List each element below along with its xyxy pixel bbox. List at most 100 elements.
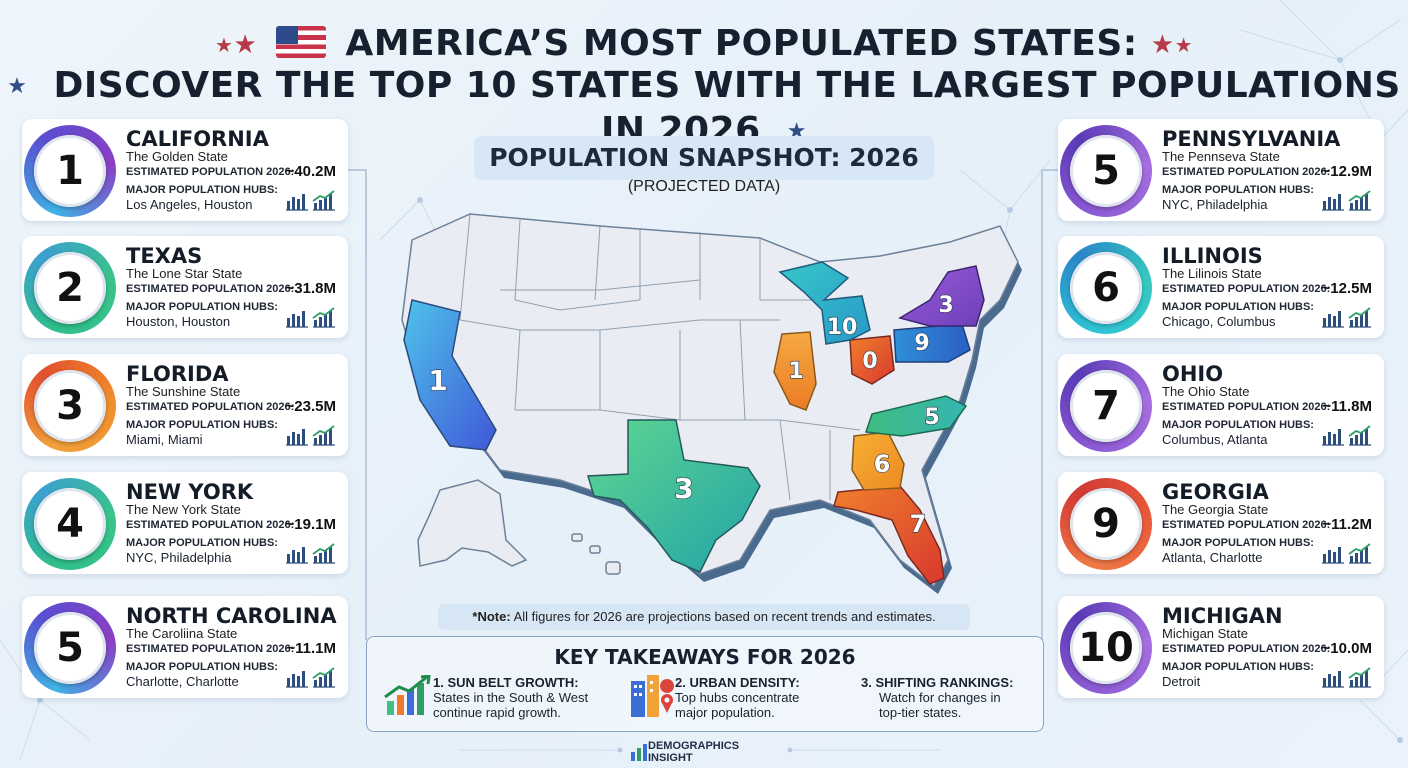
population-value: ~10.0M [1321, 640, 1372, 657]
rank-number: 4 [34, 488, 106, 560]
rank-medal: 4 [24, 478, 116, 570]
rank-number: 3 [34, 370, 106, 442]
map-label-california: 1 [428, 364, 447, 397]
star-icon: ★ [215, 33, 234, 57]
brand-name: DEMOGRAPHICS INSIGHT [648, 740, 739, 764]
state-card: 3 FLORIDA The Sunshine State ESTIMATED POPU… [22, 354, 348, 456]
takeaway-2: 2. URBAN DENSITY: Top hubs concentrate m… [675, 675, 800, 720]
hubs-value: Chicago, Columbus [1162, 314, 1276, 329]
population-value: ~12.5M [1321, 280, 1372, 297]
map-land [401, 213, 1019, 588]
rank-number: 7 [1070, 370, 1142, 442]
state-nickname: The Lilinois State [1162, 266, 1262, 281]
state-card: 1 CALIFORNIA The Golden State ESTIMATED POP… [22, 119, 348, 221]
takeaway-2-head: 2. URBAN DENSITY: [675, 675, 800, 690]
population-label: ESTIMATED POPULATION 2026: [1162, 519, 1331, 531]
rank-medal: 9 [1060, 478, 1152, 570]
state-card: 7 OHIO The Ohio State ESTIMATED POPULATION … [1058, 354, 1384, 456]
rank-medal: 6 [1060, 242, 1152, 334]
population-label: ESTIMATED POPULATION 2026: [1162, 401, 1331, 413]
title-text-2: DISCOVER THE TOP 10 STATES WITH THE LARG… [53, 65, 1401, 151]
hubs-value: NYC, Philadelphia [126, 550, 232, 565]
takeaway-2-body2: major population. [675, 705, 775, 720]
key-takeaways-title: KEY TAKEAWAYS FOR 2026 [554, 645, 856, 669]
rank-medal: 3 [24, 360, 116, 452]
state-name: TEXAS [126, 244, 203, 268]
state-name: FLORIDA [126, 362, 229, 386]
state-name: OHIO [1162, 362, 1224, 386]
state-card: 9 GEORGIA The Georgia State ESTIMATED POPUL… [1058, 472, 1384, 574]
population-value: ~11.1M [286, 640, 336, 657]
state-name: MICHIGAN [1162, 604, 1283, 628]
hubs-label: MAJOR POPULATION HUBS: [126, 301, 278, 313]
state-card: 4 NEW YORK The New York State ESTIMATED POP… [22, 472, 348, 574]
population-value: ~19.1M [285, 516, 336, 533]
state-name: ILLINOIS [1162, 244, 1263, 268]
hubs-value: Atlanta, Charlotte [1162, 550, 1263, 565]
population-label: ESTIMATED POPULATION 2026: [126, 519, 295, 531]
rank-medal: 2 [24, 242, 116, 334]
population-label: ESTIMATED POPULATION 2026: [126, 166, 295, 178]
map-label-ohio: 0 [862, 349, 877, 374]
brand-line2: INSIGHT [648, 752, 693, 764]
city-pin-icon [631, 675, 675, 717]
state-card: 2 TEXAS The Lone Star State ESTIMATED POPUL… [22, 236, 348, 338]
state-hawaii [571, 533, 621, 575]
map-label-illinois: 1 [788, 359, 803, 384]
state-nickname: The New York State [126, 502, 241, 517]
state-name: CALIFORNIA [126, 127, 269, 151]
state-name: NEW YORK [126, 480, 254, 504]
star-icon: ★ [233, 30, 258, 60]
population-label: ESTIMATED POPULATION 2026: [126, 401, 295, 413]
rank-number: 5 [34, 612, 106, 684]
population-label: ESTIMATED POPULATION 2026: [1162, 166, 1331, 178]
map-label-michigan: 10 [827, 315, 858, 340]
mini-chart-icon [1322, 189, 1372, 211]
hubs-value: Detroit [1162, 674, 1201, 689]
state-new-york [898, 265, 985, 327]
state-nickname: The Sunshine State [126, 384, 241, 399]
rank-medal: 5 [24, 602, 116, 694]
population-label: ESTIMATED POPULATION 2026: [126, 283, 295, 295]
page-title-line1: ★★ AMERICA’S MOST POPULATED STATES: ★★ [0, 22, 1408, 67]
hubs-label: MAJOR POPULATION HUBS: [126, 184, 278, 196]
state-nickname: Michigan State [1162, 626, 1248, 641]
hubs-label: MAJOR POPULATION HUBS: [1162, 301, 1314, 313]
rank-medal: 5 [1060, 125, 1152, 217]
state-name: GEORGIA [1162, 480, 1269, 504]
mini-chart-icon [1322, 306, 1372, 328]
map-label-texas: 3 [674, 472, 693, 505]
state-pennsylvania [893, 323, 971, 363]
hubs-label: MAJOR POPULATION HUBS: [126, 537, 278, 549]
state-nickname: The Ohio State [1162, 384, 1250, 399]
projection-note: *Note: All figures for 2026 are projecti… [438, 604, 970, 630]
state-nickname: The Caroliina State [126, 626, 238, 641]
population-value: ~23.5M [285, 398, 336, 415]
rank-medal: 10 [1060, 602, 1152, 694]
note-text: All figures for 2026 are projections bas… [510, 609, 936, 624]
rank-number: 5 [1070, 135, 1142, 207]
map-label-georgia: 6 [874, 450, 891, 478]
state-nickname: The Golden State [126, 149, 228, 164]
hubs-label: MAJOR POPULATION HUBS: [1162, 419, 1314, 431]
state-florida [833, 485, 945, 585]
population-value: ~11.2M [1322, 516, 1372, 533]
hubs-value: Houston, Houston [126, 314, 231, 329]
population-value: ~31.8M [285, 280, 336, 297]
state-card: 6 ILLINOIS The Lilinois State ESTIMATED POP… [1058, 236, 1384, 338]
takeaway-1-head: 1. SUN BELT GROWTH: [433, 675, 579, 690]
rank-number: 2 [34, 252, 106, 324]
state-georgia [851, 431, 905, 491]
state-card: 10 MICHIGAN Michigan State ESTIMATED POPULA… [1058, 596, 1384, 698]
star-icon: ★ [1174, 33, 1193, 57]
takeaway-2-body1: Top hubs concentrate [675, 690, 800, 705]
state-alaska [417, 479, 528, 567]
mini-chart-icon [1322, 424, 1372, 446]
snapshot-title: POPULATION SNAPSHOT: 2026 [474, 136, 934, 180]
hubs-label: MAJOR POPULATION HUBS: [126, 661, 278, 673]
page-title-line2: ★ DISCOVER THE TOP 10 STATES WITH THE LA… [0, 64, 1408, 154]
takeaway-1-body1: States in the South & West [433, 690, 589, 705]
map-label-pennsylvania: 9 [914, 331, 929, 356]
state-nickname: The Pennseva State [1162, 149, 1280, 164]
rank-number: 9 [1070, 488, 1142, 560]
